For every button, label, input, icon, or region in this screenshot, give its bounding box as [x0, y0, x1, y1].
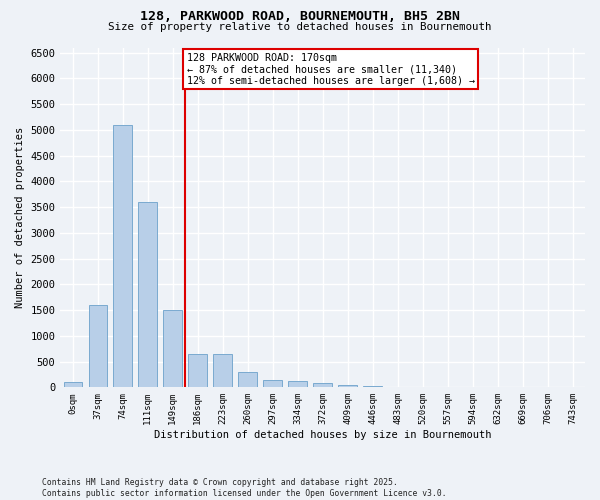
Bar — [338, 385, 357, 388]
X-axis label: Distribution of detached houses by size in Bournemouth: Distribution of detached houses by size … — [154, 430, 491, 440]
Bar — [238, 372, 257, 388]
Bar — [214, 354, 232, 388]
Text: 128 PARKWOOD ROAD: 170sqm
← 87% of detached houses are smaller (11,340)
12% of s: 128 PARKWOOD ROAD: 170sqm ← 87% of detac… — [187, 52, 475, 86]
Bar — [188, 354, 207, 388]
Text: Contains HM Land Registry data © Crown copyright and database right 2025.
Contai: Contains HM Land Registry data © Crown c… — [42, 478, 446, 498]
Bar — [163, 310, 182, 388]
Bar — [289, 381, 307, 388]
Text: 128, PARKWOOD ROAD, BOURNEMOUTH, BH5 2BN: 128, PARKWOOD ROAD, BOURNEMOUTH, BH5 2BN — [140, 10, 460, 23]
Bar — [113, 124, 132, 388]
Y-axis label: Number of detached properties: Number of detached properties — [15, 127, 25, 308]
Bar — [313, 383, 332, 388]
Bar — [263, 380, 282, 388]
Bar — [89, 305, 107, 388]
Bar — [139, 202, 157, 388]
Bar — [64, 382, 82, 388]
Bar — [388, 387, 407, 388]
Text: Size of property relative to detached houses in Bournemouth: Size of property relative to detached ho… — [108, 22, 492, 32]
Bar — [364, 386, 382, 388]
